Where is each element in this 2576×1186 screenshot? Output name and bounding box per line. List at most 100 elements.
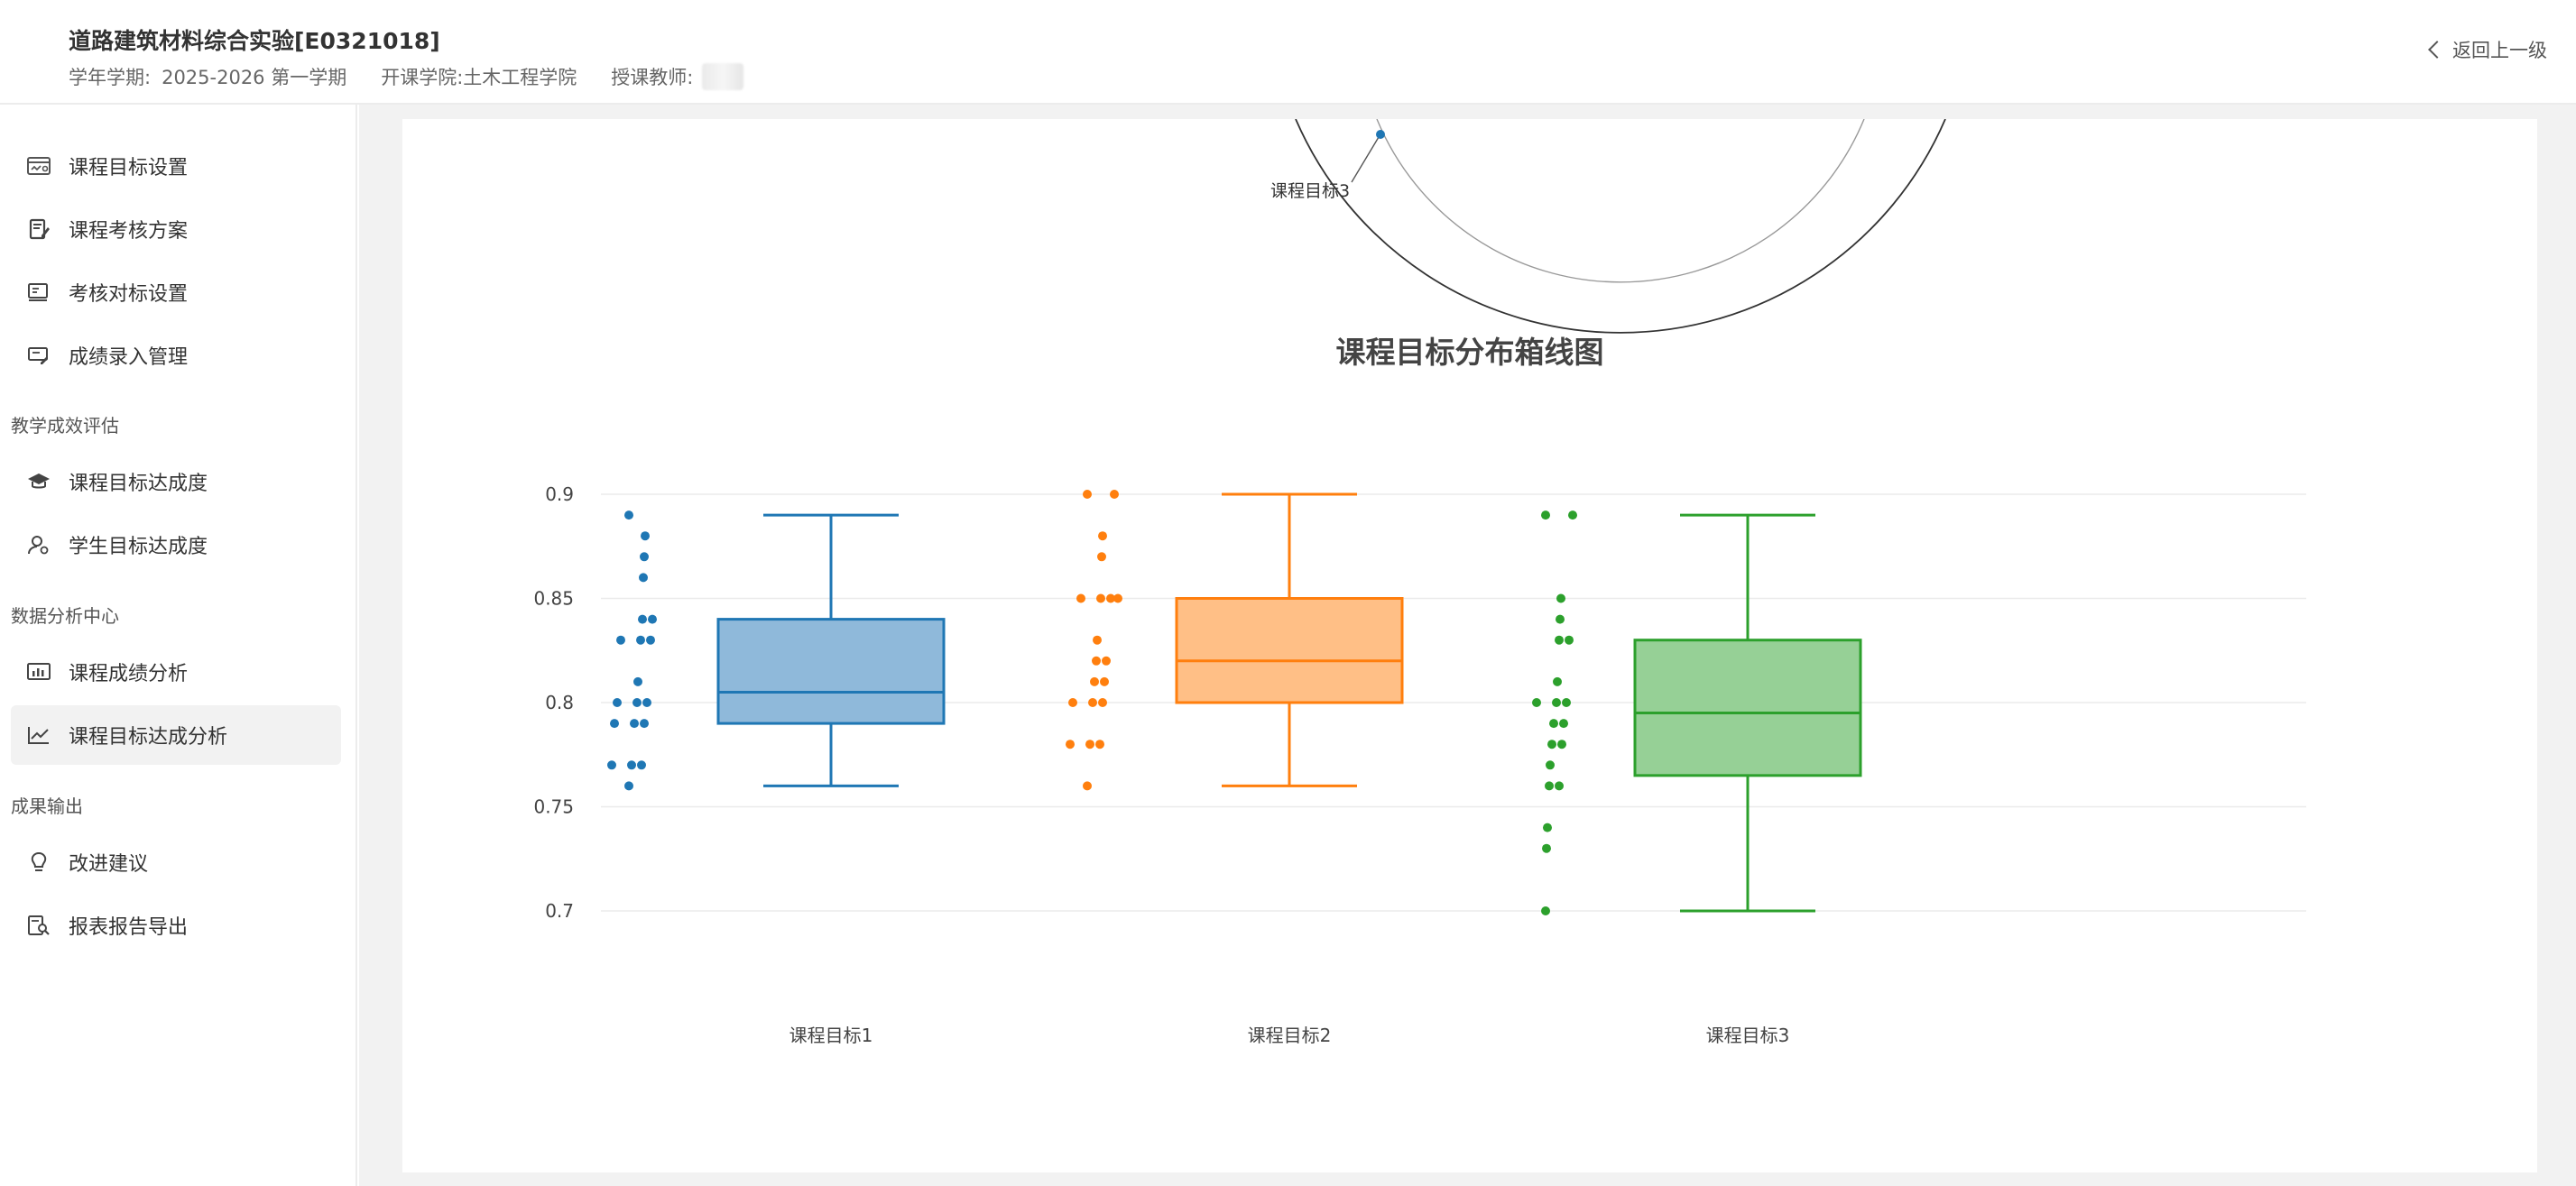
teacher-info: 授课教师: [611,63,744,90]
data-point [1568,510,1577,520]
main-content: 课程目标3 课程目标分布箱线图 0.9 0.85 0.8 0.75 0.7 课程目标1 课… [359,105,2576,1186]
data-point [1549,719,1558,729]
sidebar-item-label: 改进建议 [69,853,149,876]
college-label: 开课学院: [381,67,464,88]
data-point [1545,781,1554,791]
benchmark-icon [23,281,54,303]
box-plot-chart: 课程目标3 课程目标分布箱线图 0.90.850.80.750.7 课程目标1 课… [533,119,2306,1046]
sidebar-item-label: 报表报告导出 [69,916,189,939]
course-meta: 学年学期: 2025-2026 第一学期 开课学院: 土木工程学院 授课教师: [69,63,778,90]
sidebar-item-label: 课程目标达成度 [69,473,208,495]
sidebar-item-grade-entry[interactable]: 成绩录入管理 [11,326,341,385]
data-point [1102,656,1111,666]
box-iqr [716,618,946,725]
student-icon [23,534,54,556]
data-point [1553,676,1562,686]
data-point [630,719,639,729]
sidebar-item-objective-achievement[interactable]: 课程目标达成度 [11,452,341,511]
radar-chart-partial: 课程目标3 [1270,119,1946,334]
data-point [624,781,633,791]
data-point [636,635,645,645]
data-point [1083,490,1092,499]
data-point [633,676,642,686]
graduation-cap-icon [23,471,54,492]
data-point [1552,698,1561,707]
data-point [1546,760,1555,770]
data-point [1543,823,1552,832]
data-point [1541,906,1550,915]
teacher-label: 授课教师: [611,67,694,88]
data-point [1085,740,1094,749]
sidebar-item-label: 课程目标设置 [69,157,189,179]
sidebar-item-label: 考核对标设置 [69,283,189,306]
data-point [640,552,649,562]
sidebar-item-label: 课程目标达成分析 [69,726,228,749]
sidebar-item-benchmark[interactable]: 考核对标设置 [11,262,341,322]
x-axis-ticks: 课程目标1 课程目标2 课程目标3 [789,1025,1790,1046]
sidebar-item-improvement[interactable]: 改进建议 [11,832,341,892]
sidebar-item-label: 学生目标达成度 [69,536,208,558]
data-point [1556,614,1565,624]
section-title-output: 成果输出 [11,795,83,817]
term-info: 学年学期: 2025-2026 第一学期 [69,63,346,90]
y-axis-ticks: 0.9 0.85 0.8 0.75 0.7 [533,483,574,922]
data-point [1096,593,1105,603]
sidebar-item-assessment-plan[interactable]: 课程考核方案 [11,199,341,259]
data-point [1106,593,1115,603]
chart-card: 课程目标3 课程目标分布箱线图 0.9 0.85 0.8 0.75 0.7 课程目标1 课… [402,119,2537,1172]
radar-outer-ring [1295,119,1946,334]
bar-chart-icon [23,661,54,683]
data-point [1098,531,1107,541]
data-point [637,760,646,770]
radar-inner-ring [1376,119,1865,283]
y-tick-label: 0.7 [545,900,574,922]
data-point [1555,635,1564,645]
back-button[interactable]: 返回上一级 [2428,36,2547,63]
sidebar-item-label: 课程成绩分析 [69,663,189,685]
data-point [638,614,647,624]
college-value: 土木工程学院 [463,67,577,88]
radar-axis-label: 课程目标3 [1270,181,1350,201]
data-point [1559,719,1568,729]
sidebar-item-course-objectives[interactable]: 课程目标设置 [11,136,341,196]
sidebar-item-objective-analysis[interactable]: 课程目标达成分析 [11,705,341,765]
data-point [1110,490,1119,499]
data-point [1532,698,1541,707]
data-point [1100,676,1109,686]
data-point [627,760,636,770]
chevron-left-icon [2428,41,2446,59]
x-tick-label: 课程目标1 [789,1025,873,1046]
sidebar-item-student-achievement[interactable]: 学生目标达成度 [11,515,341,575]
college-info: 开课学院: 土木工程学院 [381,63,577,90]
data-point [1095,740,1104,749]
data-point [1547,740,1556,749]
data-point [1076,593,1085,603]
sidebar-item-grade-analysis[interactable]: 课程成绩分析 [11,642,341,702]
data-point [1083,781,1092,791]
data-point [640,719,649,729]
grade-entry-icon [23,345,54,366]
data-point [1557,740,1566,749]
sidebar: 课程目标设置 课程考核方案 考核对标设置 成绩录入管理 教学成效评估 课程目标达… [0,105,357,1186]
data-point [1542,843,1551,853]
section-title-data-analysis: 数据分析中心 [11,605,119,627]
y-tick-label: 0.9 [545,483,574,505]
data-point [1541,510,1550,520]
data-point [1093,635,1102,645]
y-tick-label: 0.8 [545,692,574,713]
term-label: 学年学期: [69,67,152,88]
sidebar-item-report-export[interactable]: 报表报告导出 [11,896,341,955]
course-title: 道路建筑材料综合实验[E0321018] [69,28,440,54]
radar-point [1376,130,1385,139]
y-tick-label: 0.75 [533,796,574,818]
data-point [613,698,622,707]
data-point [607,760,616,770]
x-tick-label: 课程目标3 [1706,1025,1790,1046]
x-tick-label: 课程目标2 [1248,1025,1332,1046]
data-point [1113,593,1122,603]
back-label: 返回上一级 [2452,40,2547,61]
data-point [1066,740,1075,749]
sidebar-item-label: 课程考核方案 [69,220,189,243]
data-point [642,698,651,707]
data-point [1098,698,1107,707]
